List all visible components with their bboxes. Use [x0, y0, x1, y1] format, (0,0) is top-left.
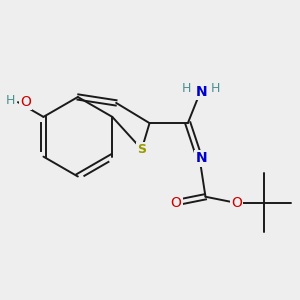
Text: O: O [20, 95, 31, 109]
Text: O: O [231, 196, 242, 210]
Text: H: H [182, 82, 191, 95]
Text: H: H [6, 94, 15, 107]
Text: H: H [211, 82, 220, 95]
Text: N: N [195, 152, 207, 166]
Text: S: S [137, 143, 146, 156]
Text: N: N [195, 85, 207, 99]
Text: O: O [171, 196, 182, 210]
